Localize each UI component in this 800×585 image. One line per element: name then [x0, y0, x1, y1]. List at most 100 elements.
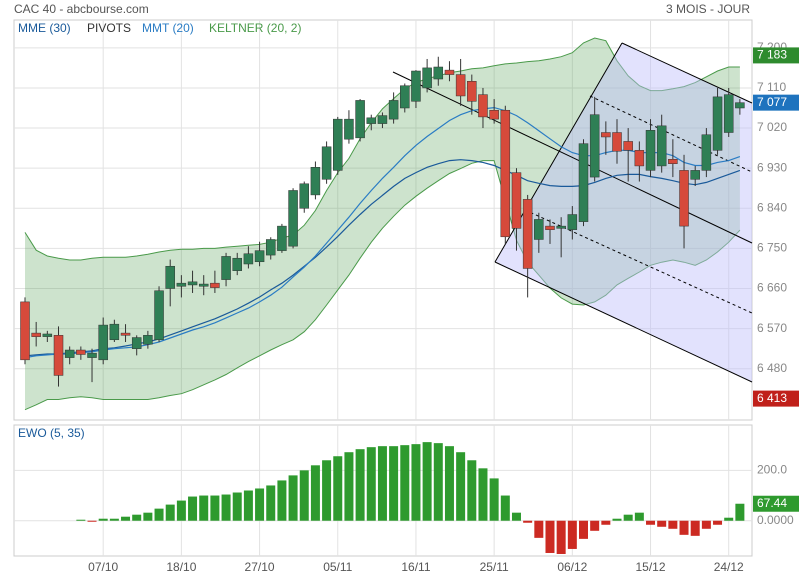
y-tick-label: 200.0: [757, 463, 787, 477]
ewo-bar: [109, 518, 119, 521]
ewo-bar: [567, 520, 577, 549]
ewo-bar: [76, 519, 86, 521]
ewo-bar: [322, 460, 332, 521]
candle-body: [433, 66, 444, 80]
ewo-bar: [210, 495, 220, 521]
candle-body: [500, 109, 511, 238]
ewo-bar: [255, 488, 265, 521]
ewo-bar: [489, 478, 499, 521]
price-tag-label: 7 183: [757, 48, 787, 62]
price-tag: [753, 47, 799, 64]
candle-body: [478, 94, 488, 118]
ewo-bar: [288, 475, 298, 521]
candle-body: [221, 256, 231, 280]
ewo-bar: [154, 508, 164, 521]
ewo-bar: [333, 456, 343, 521]
x-tick-label: 16/11: [401, 560, 430, 574]
candle-body: [109, 323, 120, 341]
candle-body: [511, 172, 522, 229]
x-tick-label: 25/11: [480, 560, 509, 574]
ewo-bar: [444, 446, 454, 521]
price-tag: [753, 94, 799, 111]
ewo-bar: [366, 447, 376, 521]
candle-body: [243, 253, 254, 265]
ewo-bar: [344, 452, 354, 521]
ewo-bar: [534, 520, 544, 538]
price-tag: [753, 390, 799, 407]
x-tick-label: 18/10: [166, 560, 196, 574]
ewo-bar: [98, 518, 108, 521]
candle-body: [377, 115, 388, 124]
x-tick-label: 07/10: [88, 560, 118, 574]
candle-body: [645, 130, 656, 171]
candle-body: [143, 335, 153, 345]
candle-body: [578, 143, 589, 222]
ewo-bar: [701, 520, 711, 529]
legend-entry: MME (30): [18, 21, 71, 35]
candle-body: [567, 214, 578, 230]
ewo-bar: [646, 520, 656, 525]
legend-entry: PIVOTS: [87, 21, 131, 35]
y-tick-label: 6 660: [757, 281, 787, 295]
candle-body: [355, 100, 365, 139]
candle-body: [53, 335, 64, 376]
candle-body: [321, 146, 332, 180]
candle-body: [612, 132, 622, 152]
ewo-bar: [601, 520, 611, 525]
candle-body: [120, 332, 131, 336]
candle-body: [712, 96, 723, 151]
candle-body: [310, 167, 321, 196]
ewo-bar: [400, 445, 410, 521]
ewo-bar: [132, 514, 142, 521]
candle-body: [723, 94, 734, 133]
ewo-bar: [277, 480, 287, 521]
candle-body: [735, 102, 745, 109]
ewo-bar: [232, 492, 242, 521]
ewo-bar: [422, 442, 432, 521]
ewo-bar: [634, 512, 644, 521]
ewo-bar: [735, 503, 745, 521]
labels: 6 480 6 570 6 660 6 750 6 840 6 930 7 020 7 110…: [18, 21, 799, 574]
candle-body: [634, 150, 645, 167]
ewo-bar: [467, 460, 477, 521]
pivot-line: [392, 71, 753, 244]
band-area: [25, 38, 740, 410]
y-tick-label: 7 110: [757, 80, 786, 94]
ewo-bar: [121, 516, 131, 521]
ewo-bar: [478, 468, 488, 521]
x-tick-label: 05/11: [323, 560, 352, 574]
ewo-bar: [266, 485, 276, 521]
candle-body: [98, 324, 108, 361]
ewo-bar: [411, 444, 421, 521]
candle-body: [87, 352, 97, 358]
ewo-bar: [579, 520, 588, 539]
ewo-bar: [310, 465, 320, 521]
ewo-bar: [389, 446, 399, 521]
ewo-bar: [657, 520, 667, 527]
ewo-tag: [753, 495, 799, 512]
x-tick-label: 15/12: [636, 560, 666, 574]
y-tick-label: 7 020: [757, 120, 787, 134]
ewo-bar: [679, 520, 689, 535]
channel-upper: [621, 42, 753, 104]
ewo-bar: [668, 520, 678, 529]
candle-body: [545, 225, 555, 230]
candle-body: [131, 337, 142, 349]
candle-body: [254, 250, 265, 263]
candle-body: [623, 141, 633, 151]
candle-body: [20, 301, 30, 361]
y-tick-label: 6 480: [757, 361, 787, 375]
candle-body: [400, 85, 410, 109]
candle-body: [64, 349, 75, 358]
ewo-bar: [221, 494, 231, 521]
ewo-bar: [713, 520, 723, 525]
candle-body: [277, 225, 287, 251]
period: 3 MOIS - JOUR: [666, 2, 750, 16]
candle-body: [422, 67, 432, 89]
y-tick-label: 6 570: [757, 321, 787, 335]
candle-body: [299, 183, 309, 209]
x-tick-label: 24/12: [714, 560, 744, 574]
legend-entry: MMT (20): [142, 21, 194, 35]
candle-body: [668, 159, 678, 164]
